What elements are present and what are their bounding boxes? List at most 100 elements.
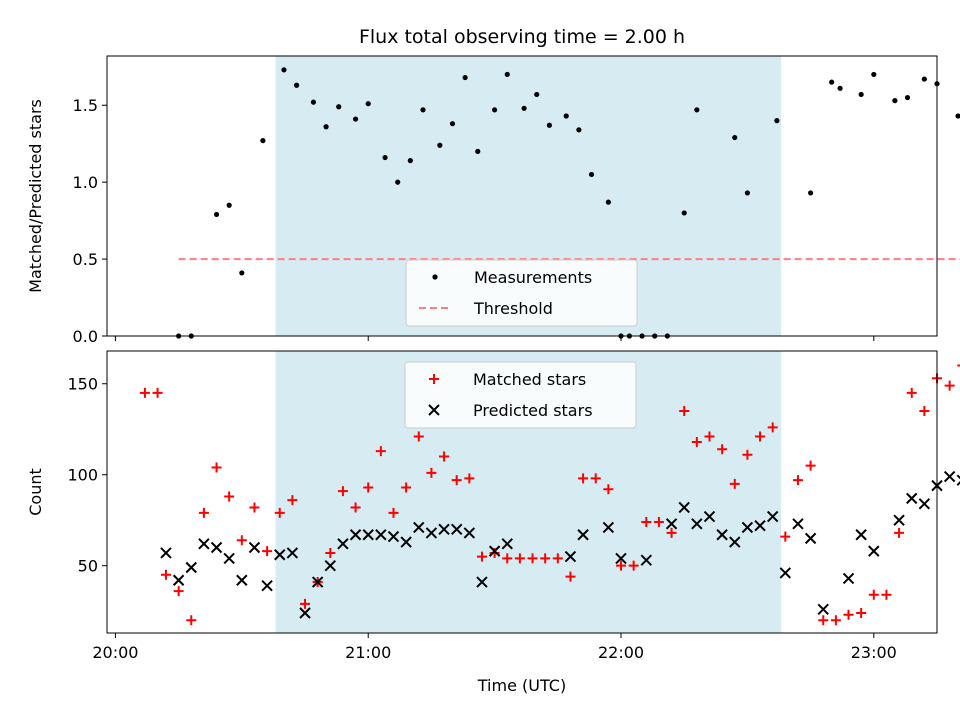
- matched-point: [616, 560, 627, 571]
- measurement-point: [449, 121, 456, 127]
- predicted-point: [729, 536, 741, 548]
- measurement-point: [563, 113, 569, 119]
- matched-point: [476, 551, 487, 562]
- predicted-point: [893, 514, 905, 526]
- matched-point: [186, 615, 197, 626]
- predicted-point: [450, 523, 463, 536]
- matched-point: [944, 380, 955, 391]
- bottom-marks: [139, 364, 960, 626]
- measurement-point: [829, 79, 835, 85]
- matched-point: [262, 546, 273, 557]
- bottom-y-axis: 50 100 150: [67, 375, 107, 576]
- predicted-point: [691, 518, 703, 530]
- top-panel: 0.0 0.5 1.0 1.5 Matched/Predicted stars Mea…: [26, 55, 960, 346]
- measurement-point: [239, 270, 245, 276]
- x-tick-label: 23:00: [851, 643, 897, 662]
- legend-box: [405, 259, 638, 327]
- matched-point: [666, 527, 677, 538]
- measurement-point: [744, 190, 751, 196]
- matched-point: [489, 547, 500, 558]
- predicted-point: [741, 521, 754, 534]
- matched-point: [590, 473, 601, 484]
- legend-predicted-swatch: [428, 404, 440, 416]
- predicted-point: [248, 541, 261, 554]
- matched-point: [868, 589, 879, 600]
- measurement-point: [407, 158, 413, 164]
- matched-point: [198, 507, 209, 518]
- matched-point: [957, 364, 960, 367]
- measurement-point: [921, 76, 927, 82]
- measurement-point: [323, 124, 329, 130]
- matched-point: [325, 547, 336, 558]
- matched-point: [742, 449, 753, 460]
- matched-point: [691, 436, 702, 447]
- bottom-axes-frame: [106, 350, 938, 634]
- y-tick-label: 150: [67, 375, 98, 394]
- predicted-point: [413, 521, 425, 534]
- series-matched-stars: [139, 364, 960, 626]
- matched-point: [224, 491, 235, 502]
- x-tick-label: 20:00: [92, 643, 138, 662]
- measurement-point: [395, 179, 401, 185]
- measurement-point: [336, 104, 342, 110]
- y-tick-label: 1.5: [73, 96, 98, 115]
- measurement-point: [437, 142, 443, 148]
- matched-point: [818, 615, 829, 626]
- measurement-point: [904, 94, 911, 101]
- matched-point: [388, 507, 399, 518]
- measurement-point: [732, 134, 738, 141]
- predicted-point: [261, 579, 273, 592]
- matched-point: [160, 569, 171, 580]
- predicted-point: [349, 529, 362, 541]
- legend-entry-label: Matched stars: [473, 370, 586, 389]
- measurement-point: [694, 107, 700, 113]
- top-axes-frame: [106, 55, 938, 337]
- predicted-point: [172, 574, 185, 586]
- matched-point: [350, 502, 361, 513]
- matched-point: [300, 598, 311, 609]
- measurement-point: [492, 107, 498, 113]
- measurement-point: [858, 91, 864, 98]
- measurement-point: [382, 154, 388, 161]
- measurement-point: [546, 122, 552, 128]
- matched-point: [375, 446, 386, 457]
- predicted-point: [868, 545, 880, 557]
- matched-point: [679, 406, 690, 417]
- matched-point: [565, 571, 576, 582]
- matched-point: [502, 553, 513, 564]
- top-y-axis-label: Matched/Predicted stars: [26, 99, 45, 293]
- measurement-point: [226, 202, 232, 208]
- x-tick-label: 22:00: [598, 643, 644, 662]
- x-axis-label: Time (UTC): [477, 676, 566, 695]
- top-y-axis: 0.0 0.5 1.0 1.5: [73, 96, 107, 346]
- matched-point: [653, 517, 664, 528]
- measurement-point: [504, 71, 510, 78]
- matched-point: [527, 553, 538, 564]
- measurement-point: [281, 67, 287, 73]
- matched-point: [717, 444, 728, 455]
- measurement-point: [576, 127, 582, 133]
- matched-point: [780, 531, 791, 542]
- predicted-point: [476, 576, 488, 588]
- matched-point: [451, 475, 462, 486]
- measurement-point: [475, 148, 481, 154]
- predicted-point: [703, 510, 716, 523]
- predicted-point: [906, 492, 918, 505]
- predicted-point: [577, 529, 589, 541]
- matched-point: [843, 609, 854, 620]
- y-tick-label: 1.0: [73, 173, 98, 192]
- measurement-point: [521, 105, 527, 111]
- predicted-point: [185, 561, 197, 574]
- top-x-axis-ticks: [114, 336, 875, 341]
- measurement-point: [420, 107, 426, 113]
- matched-point: [578, 473, 589, 484]
- predicted-point: [754, 519, 766, 532]
- predicted-point: [337, 538, 349, 550]
- measurement-point: [808, 190, 814, 196]
- predicted-point: [716, 529, 728, 541]
- predicted-point: [210, 541, 223, 554]
- predicted-point: [766, 510, 779, 523]
- predicted-point: [943, 470, 956, 483]
- bottom-legend: Matched stars Predicted stars: [404, 361, 637, 429]
